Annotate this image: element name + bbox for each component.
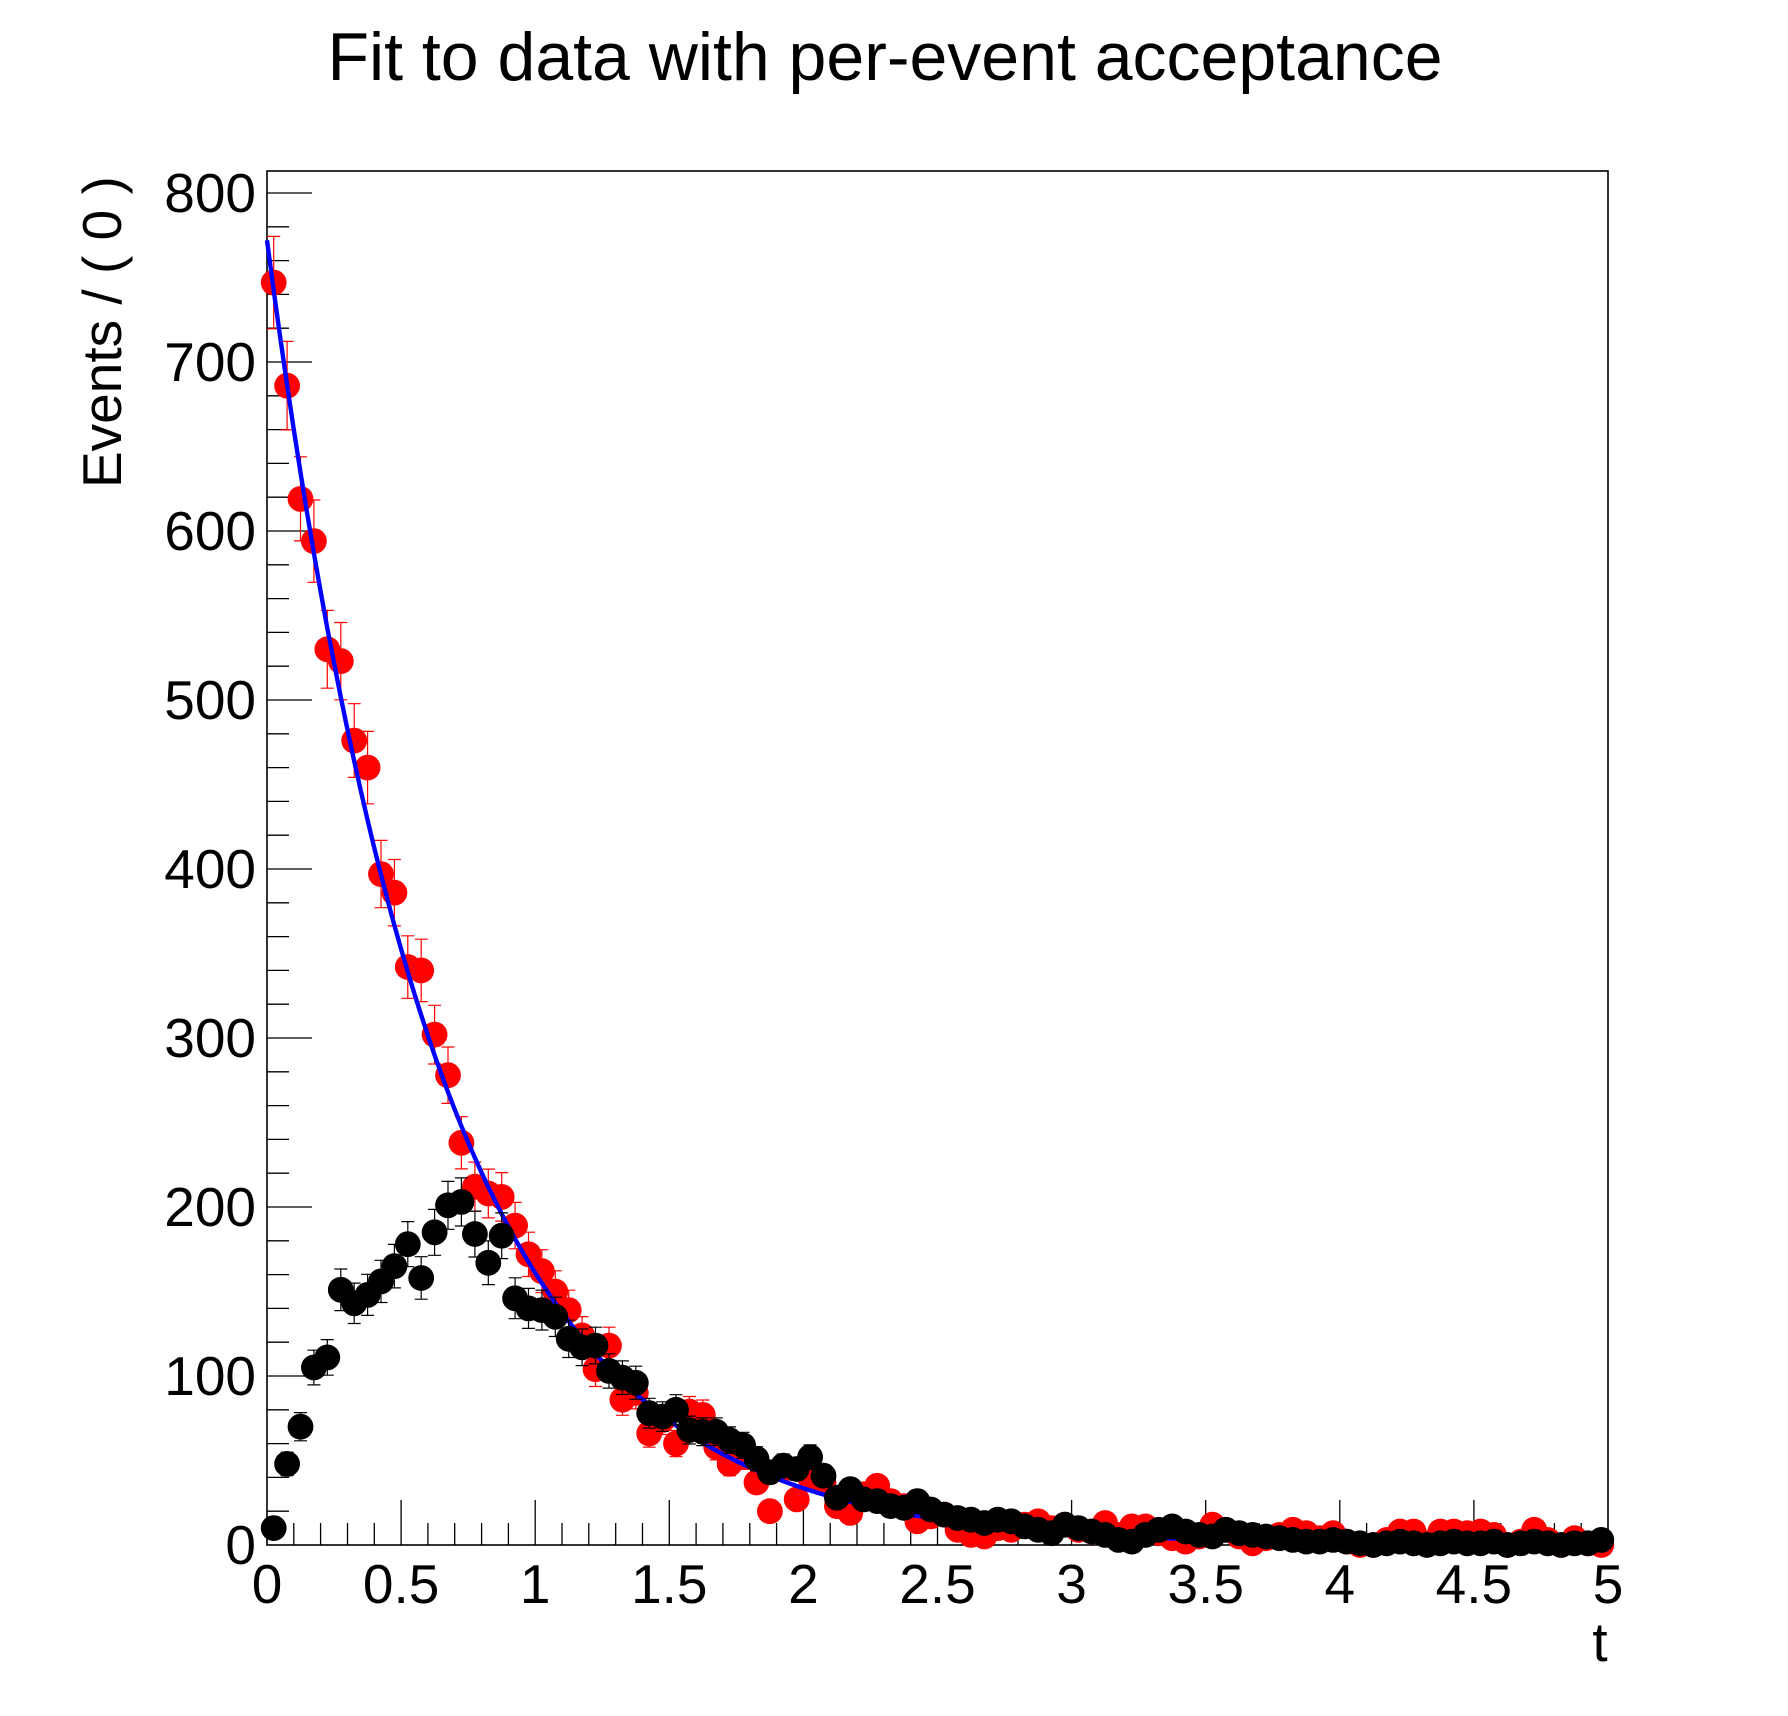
svg-text:200: 200 xyxy=(164,1176,256,1238)
svg-text:4.5: 4.5 xyxy=(1436,1553,1512,1615)
svg-text:600: 600 xyxy=(164,500,256,562)
svg-text:1.5: 1.5 xyxy=(631,1553,707,1615)
svg-text:0: 0 xyxy=(225,1514,256,1576)
svg-text:800: 800 xyxy=(164,162,256,224)
svg-text:0.5: 0.5 xyxy=(363,1553,439,1615)
svg-text:700: 700 xyxy=(164,331,256,393)
svg-text:3.5: 3.5 xyxy=(1167,1553,1243,1615)
svg-text:500: 500 xyxy=(164,669,256,731)
svg-text:0: 0 xyxy=(252,1553,283,1615)
svg-text:300: 300 xyxy=(164,1007,256,1069)
svg-text:1: 1 xyxy=(520,1553,551,1615)
svg-text:100: 100 xyxy=(164,1345,256,1407)
svg-text:Fit to data with per-event acc: Fit to data with per-event acceptance xyxy=(327,19,1442,95)
svg-text:4: 4 xyxy=(1325,1553,1356,1615)
svg-text:t: t xyxy=(1592,1611,1607,1673)
svg-text:5: 5 xyxy=(1593,1553,1624,1615)
svg-text:400: 400 xyxy=(164,838,256,900)
svg-text:2.5: 2.5 xyxy=(899,1553,975,1615)
svg-text:2: 2 xyxy=(788,1553,819,1615)
svg-text:3: 3 xyxy=(1056,1553,1087,1615)
svg-text:Events / ( 0 ): Events / ( 0 ) xyxy=(71,176,133,488)
